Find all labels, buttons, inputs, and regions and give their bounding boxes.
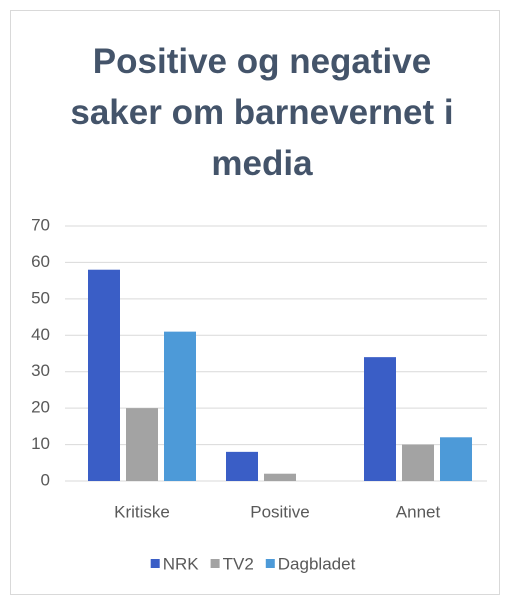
legend-label: TV2 (223, 554, 254, 573)
bar (126, 408, 158, 481)
y-tick-label: 50 (31, 288, 50, 307)
y-tick-label: 0 (41, 470, 50, 489)
chart-title: Positive og negative saker om barneverne… (70, 42, 454, 183)
y-tick-label: 40 (31, 325, 50, 344)
y-tick-label: 60 (31, 252, 50, 271)
bar (164, 331, 196, 481)
bar (440, 437, 472, 481)
legend-swatch (150, 559, 160, 568)
bar (264, 473, 296, 481)
bar (88, 269, 120, 481)
x-tick-label: Kritiske (114, 502, 170, 521)
legend-swatch (265, 559, 275, 568)
x-tick-label: Annet (396, 502, 441, 521)
bar (364, 357, 396, 481)
y-tick-label: 70 (31, 215, 50, 234)
y-tick-label: 20 (31, 398, 50, 417)
y-tick-label: 10 (31, 434, 50, 453)
legend-label: NRK (163, 554, 200, 573)
legend-swatch (210, 559, 220, 568)
x-tick-label: Positive (250, 502, 310, 521)
legend-label: Dagbladet (278, 554, 356, 573)
bar (226, 451, 258, 481)
y-tick-label: 30 (31, 361, 50, 380)
bar (402, 444, 434, 481)
